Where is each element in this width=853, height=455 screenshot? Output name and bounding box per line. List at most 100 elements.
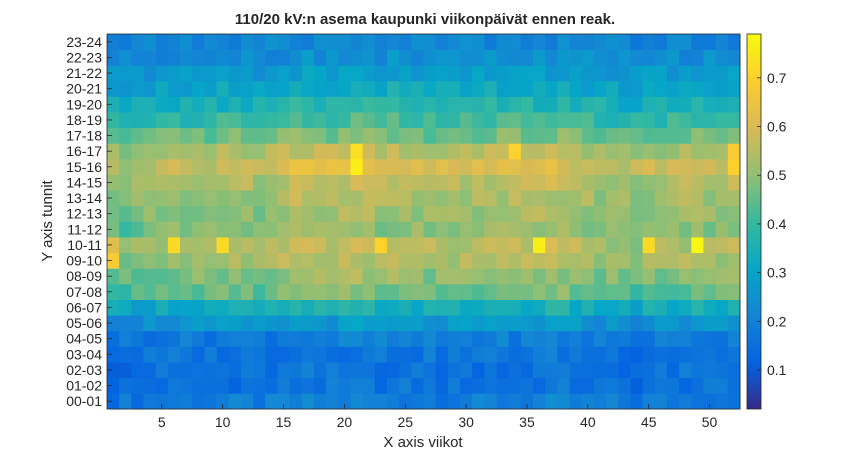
heatmap-cell (460, 237, 473, 254)
heatmap-cell (545, 34, 558, 50)
heatmap-cell (143, 49, 157, 66)
heatmap-cell (606, 221, 619, 238)
heatmap-cell (277, 237, 290, 254)
heatmap-cell (520, 268, 534, 285)
heatmap-cell (593, 315, 607, 332)
heatmap-cell (289, 362, 303, 379)
heatmap-cell (192, 34, 205, 50)
heatmap-cell (107, 205, 120, 222)
heatmap-cell (301, 174, 315, 191)
heatmap-cell (362, 49, 376, 66)
heatmap-cell (143, 252, 157, 269)
heatmap-cell (703, 315, 716, 332)
heatmap-cell (289, 65, 303, 82)
heatmap-cell (593, 346, 607, 363)
heatmap-cell (557, 315, 570, 332)
heatmap-cell (606, 80, 619, 97)
heatmap-cell (240, 205, 254, 222)
heatmap-cell (338, 393, 351, 410)
heatmap-cell (386, 143, 400, 160)
heatmap-cell (545, 330, 558, 347)
heatmap-cell (399, 315, 412, 332)
heatmap-cell (301, 284, 315, 300)
heatmap-cell (180, 377, 193, 394)
heatmap-cell (119, 127, 132, 144)
heatmap-cell (411, 362, 424, 379)
heatmap-cell (374, 112, 388, 129)
heatmap-cell (727, 49, 741, 66)
heatmap-cell (399, 174, 412, 191)
heatmap-cell (472, 127, 485, 144)
y-tick-label: 09-10 (66, 253, 102, 269)
heatmap-cell (630, 346, 643, 363)
heatmap-cell (679, 143, 692, 160)
heatmap-cell (143, 112, 157, 129)
heatmap-cell (107, 80, 120, 97)
heatmap-cell (155, 268, 169, 285)
heatmap-cell (496, 34, 510, 50)
heatmap-cell (313, 393, 327, 410)
heatmap-cell (338, 284, 351, 300)
heatmap-cell (533, 252, 546, 269)
heatmap-cell (350, 112, 363, 129)
heatmap-cell (228, 174, 242, 191)
heatmap-cell (374, 49, 388, 66)
heatmap-cell (630, 34, 643, 50)
heatmap-cell (472, 362, 485, 379)
heatmap-cell (167, 96, 181, 113)
heatmap-cell (666, 346, 680, 363)
heatmap-cell (472, 65, 485, 82)
x-tick-label: 20 (337, 414, 353, 430)
heatmap-cell (679, 221, 692, 238)
heatmap-cell (119, 143, 132, 160)
heatmap-cell (265, 330, 278, 347)
heatmap-cell (727, 80, 741, 97)
heatmap-cell (119, 268, 132, 285)
heatmap-cell (155, 96, 169, 113)
heatmap-cell (618, 174, 631, 191)
heatmap-cell (606, 330, 619, 347)
heatmap-cell (435, 299, 449, 316)
heatmap-cell (289, 330, 303, 347)
heatmap-cell (131, 65, 144, 82)
heatmap-cell (362, 80, 376, 97)
heatmap-cell (204, 205, 217, 222)
heatmap-cell (557, 237, 570, 254)
heatmap-cell (313, 237, 327, 254)
heatmap-cell (593, 112, 607, 129)
heatmap-cell (362, 330, 376, 347)
heatmap-cell (107, 221, 120, 238)
heatmap-cell (472, 174, 485, 191)
heatmap-cell (618, 252, 631, 269)
heatmap-cell (338, 112, 351, 129)
heatmap-cell (301, 112, 315, 129)
heatmap-cell (228, 377, 242, 394)
heatmap-cell (618, 143, 631, 160)
heatmap-cell (423, 377, 437, 394)
heatmap-cell (606, 65, 619, 82)
heatmap-cell (618, 237, 631, 254)
heatmap-cell (545, 143, 558, 160)
heatmap-cell (326, 127, 339, 144)
heatmap-cell (606, 49, 619, 66)
heatmap-cell (192, 221, 205, 238)
heatmap-cell (472, 96, 485, 113)
heatmap-cell (155, 377, 169, 394)
heatmap-cell (253, 362, 266, 379)
heatmap-cell (715, 34, 729, 50)
heatmap-cell (666, 284, 680, 300)
heatmap-cell (131, 127, 144, 144)
heatmap-cell (581, 346, 595, 363)
heatmap-cell (581, 205, 595, 222)
heatmap-cell (326, 49, 339, 66)
heatmap-cell (520, 49, 534, 66)
heatmap-cell (155, 65, 169, 82)
heatmap-cell (180, 65, 193, 82)
heatmap-cell (447, 143, 461, 160)
heatmap-cell (350, 96, 363, 113)
heatmap-cell (155, 315, 169, 332)
heatmap-cell (435, 143, 449, 160)
heatmap-cell (581, 49, 595, 66)
heatmap-cell (569, 330, 583, 347)
heatmap-cell (399, 268, 412, 285)
